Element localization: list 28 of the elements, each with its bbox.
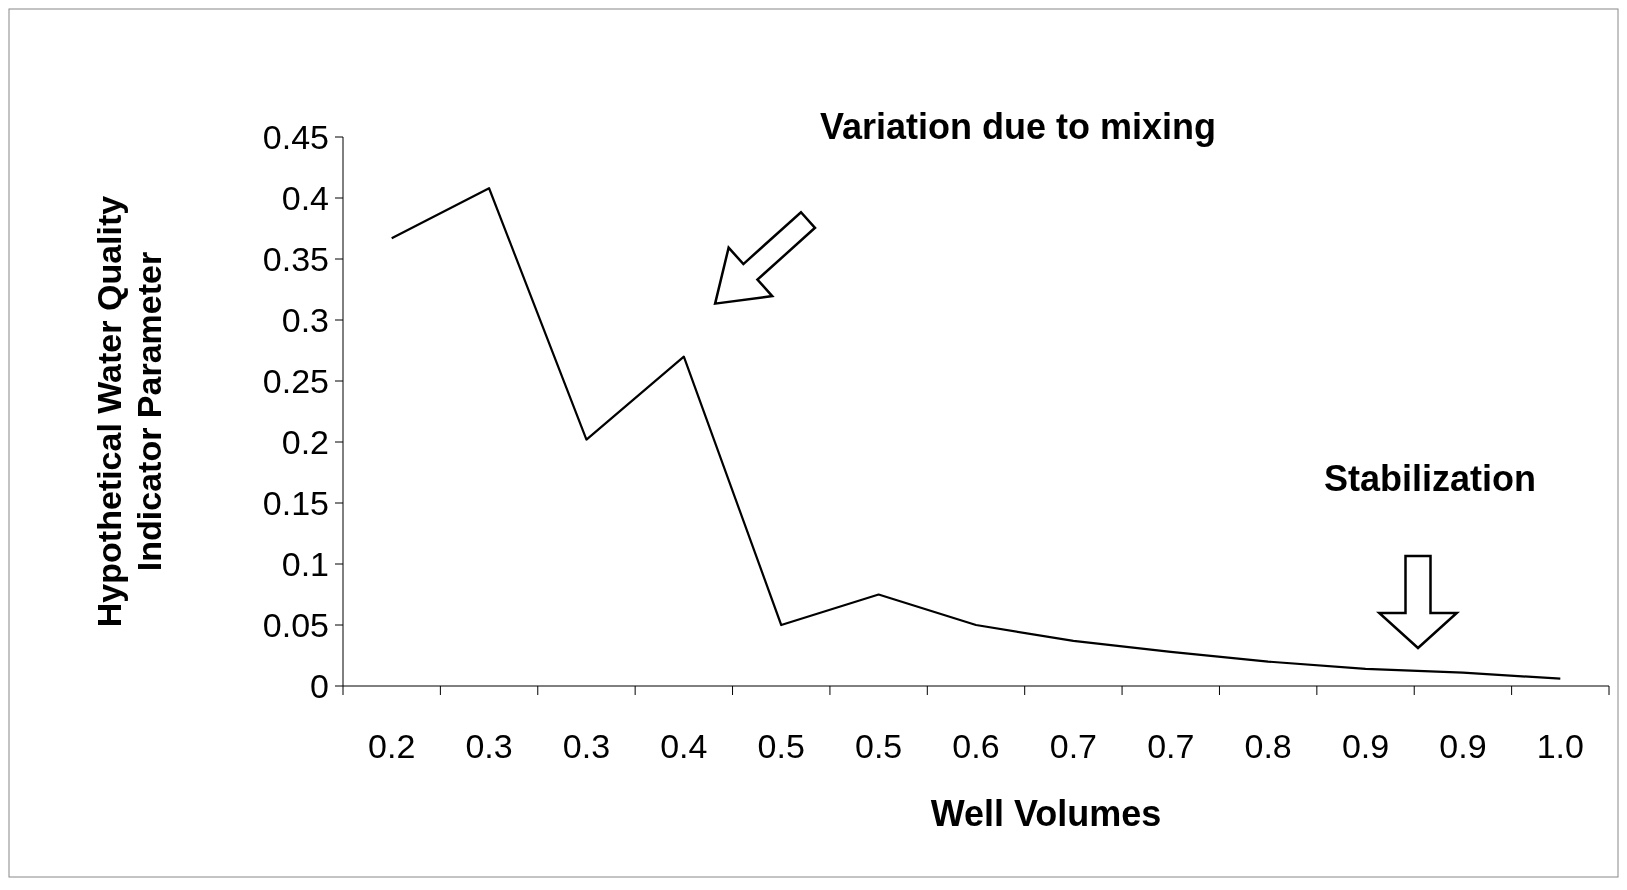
line-series	[390, 187, 1562, 680]
y-tick-label: 0.3	[281, 300, 329, 339]
annotation: Variation due to mixing	[819, 105, 1217, 147]
annotation: Stabilization	[1323, 457, 1537, 499]
x-tick-label: 0.2	[368, 727, 416, 765]
y-axis-title: Hypothetical Water Quality Indicator Parameter	[90, 195, 168, 628]
y-tick-label: 0	[310, 666, 329, 705]
x-tick-label: 0.3	[465, 727, 513, 765]
y-tick-label: 0.25	[262, 361, 329, 400]
x-axis-title: Well Volumes	[930, 793, 1162, 834]
x-tick-label: 0.9	[1439, 727, 1487, 765]
x-tick-label: 0.5	[854, 727, 903, 765]
x-tick-label: 0.9	[1341, 727, 1390, 765]
y-tick-label: 0.15	[262, 483, 329, 522]
y-tick-label: 0.05	[262, 605, 329, 644]
x-tick-label: 0.4	[660, 727, 708, 765]
x-tick-label: 1.0	[1536, 727, 1584, 765]
x-tick-label: 0.8	[1244, 727, 1292, 765]
x-tick-label: 0.3	[562, 727, 611, 765]
y-tick-label: 0.2	[281, 422, 329, 461]
y-tick-label: 0.35	[262, 239, 329, 278]
x-tick-label: 0.5	[757, 727, 805, 765]
y-tick-label: 0.4	[281, 178, 329, 217]
x-tick-label: 0.7	[1049, 727, 1098, 765]
y-tick-label: 0.1	[281, 544, 329, 583]
x-tick-label: 0.6	[952, 727, 1000, 765]
y-tick-label: 0.45	[262, 117, 329, 156]
x-tick-label: 0.7	[1147, 727, 1195, 765]
